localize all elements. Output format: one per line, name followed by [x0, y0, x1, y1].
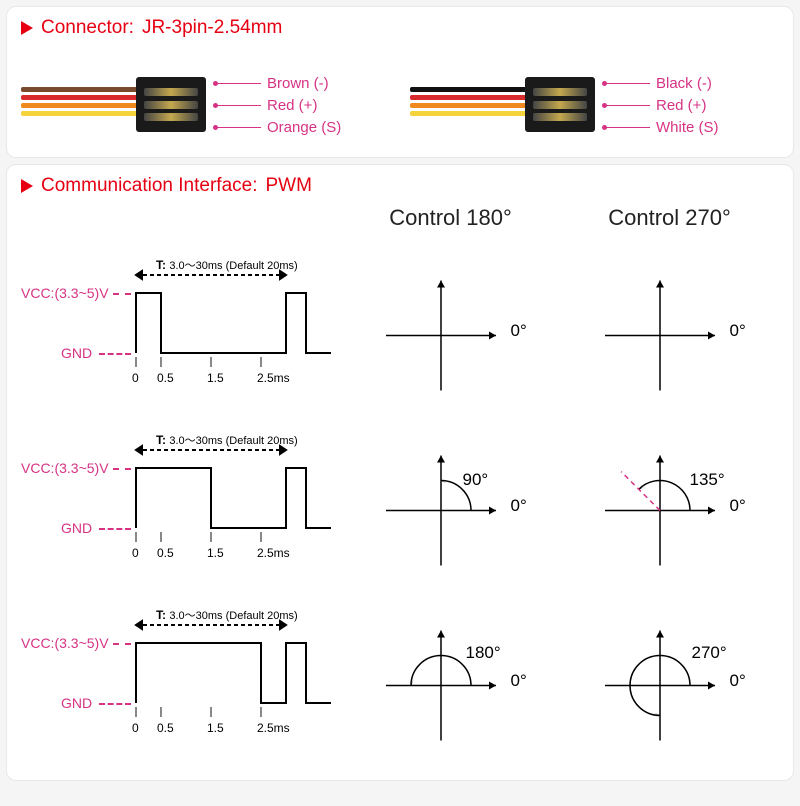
connector-right: Black (-) Red (+) White (S) — [410, 47, 779, 147]
signal-diagram: VCC:(3.3~5)VGNDT: 3.0～30ms (Default 20ms… — [21, 595, 341, 770]
tick-label: 0.5 — [157, 546, 174, 560]
pwm-header: Communication Interface: PWM — [21, 175, 779, 197]
col2-header: Control 180° — [341, 205, 560, 245]
angle-degree-label: 270° — [692, 643, 727, 663]
tick-label: 1.5 — [207, 546, 224, 560]
signal-diagram: VCC:(3.3~5)VGNDT: 3.0～30ms (Default 20ms… — [21, 245, 341, 420]
triangle-icon — [21, 21, 33, 35]
zero-degree-label: 0° — [511, 321, 527, 341]
angle-degree-label: 135° — [690, 470, 725, 490]
angle-diagram: 0° — [341, 245, 560, 420]
angle-diagram: 0° 90° — [341, 420, 560, 595]
pin — [144, 101, 198, 109]
wire — [410, 95, 530, 100]
tick-label: 2.5ms — [257, 721, 290, 735]
tick-label: 0 — [132, 546, 139, 560]
pin — [144, 113, 198, 121]
connector-header-value: JR-3pin-2.54mm — [142, 17, 282, 39]
angle-diagram: 0° — [560, 245, 779, 420]
tick-label: 0 — [132, 721, 139, 735]
zero-degree-label: 0° — [730, 496, 746, 516]
triangle-icon — [21, 179, 33, 193]
tick-label: 1.5 — [207, 371, 224, 385]
pin-labels-right: Black (-) Red (+) White (S) — [605, 72, 719, 138]
zero-degree-label: 0° — [511, 671, 527, 691]
pin-label: Red (+) — [216, 94, 341, 116]
signal-diagram: VCC:(3.3~5)VGNDT: 3.0～30ms (Default 20ms… — [21, 420, 341, 595]
angle-diagram: 0°135° — [560, 420, 779, 595]
zero-degree-label: 0° — [730, 671, 746, 691]
period-label: T: 3.0～30ms (Default 20ms) — [156, 432, 298, 448]
pin-lead-line — [605, 127, 650, 128]
pwm-body: Control 180° Control 270° VCC:(3.3~5)VGN… — [21, 205, 779, 770]
tick-label: 0.5 — [157, 721, 174, 735]
pin — [533, 113, 587, 121]
zero-degree-label: 0° — [511, 496, 527, 516]
wire — [21, 95, 141, 100]
wires-left — [21, 87, 141, 127]
pin-label: Orange (S) — [216, 116, 341, 138]
zero-degree-label: 0° — [730, 321, 746, 341]
pin-label-text: Red (+) — [656, 97, 706, 114]
pin-label: Brown (-) — [216, 72, 341, 94]
pin — [533, 88, 587, 96]
pin-lead-line — [216, 83, 261, 84]
angle-diagram: 0°270° — [560, 595, 779, 770]
pin-label: White (S) — [605, 116, 719, 138]
wire — [410, 103, 530, 108]
tick-label: 0 — [132, 371, 139, 385]
period-label: T: 3.0～30ms (Default 20ms) — [156, 607, 298, 623]
pin-label-text: Red (+) — [267, 97, 317, 114]
col3-header: Control 270° — [560, 205, 779, 245]
tick-label: 1.5 — [207, 721, 224, 735]
pwm-panel: Communication Interface: PWM Control 180… — [6, 164, 794, 781]
pin-label-text: White (S) — [656, 119, 719, 136]
wire — [21, 87, 141, 92]
plug-right — [525, 77, 595, 132]
pin — [144, 88, 198, 96]
pin-lead-line — [216, 105, 261, 106]
pin-lead-line — [216, 127, 261, 128]
wire — [21, 111, 141, 116]
connector-panel: Connector: JR-3pin-2.54mm Brown (-) Red (… — [6, 6, 794, 158]
pin-label: Red (+) — [605, 94, 719, 116]
wire — [21, 103, 141, 108]
pwm-header-value: PWM — [266, 175, 312, 197]
col1-header — [21, 205, 341, 245]
plug-left — [136, 77, 206, 132]
wire — [410, 111, 530, 116]
pin-label-text: Brown (-) — [267, 75, 329, 92]
pin-lead-line — [605, 83, 650, 84]
pin-labels-left: Brown (-) Red (+) Orange (S) — [216, 72, 341, 138]
connector-left: Brown (-) Red (+) Orange (S) — [21, 47, 390, 147]
connector-body: Brown (-) Red (+) Orange (S) Black (-) Red … — [21, 47, 779, 147]
pin-lead-line — [605, 105, 650, 106]
pwm-header-label: Communication Interface: — [41, 175, 258, 197]
wires-right — [410, 87, 530, 127]
tick-label: 2.5ms — [257, 546, 290, 560]
pin-label: Black (-) — [605, 72, 719, 94]
pin — [533, 101, 587, 109]
tick-label: 0.5 — [157, 371, 174, 385]
angle-degree-label: 180° — [466, 643, 501, 663]
wire — [410, 87, 530, 92]
pin-label-text: Orange (S) — [267, 119, 341, 136]
connector-header-label: Connector: — [41, 17, 134, 39]
angle-diagram: 0° 180° — [341, 595, 560, 770]
angle-degree-label: 90° — [463, 470, 489, 490]
pin-label-text: Black (-) — [656, 75, 712, 92]
connector-header: Connector: JR-3pin-2.54mm — [21, 17, 779, 39]
tick-label: 2.5ms — [257, 371, 290, 385]
period-label: T: 3.0～30ms (Default 20ms) — [156, 257, 298, 273]
